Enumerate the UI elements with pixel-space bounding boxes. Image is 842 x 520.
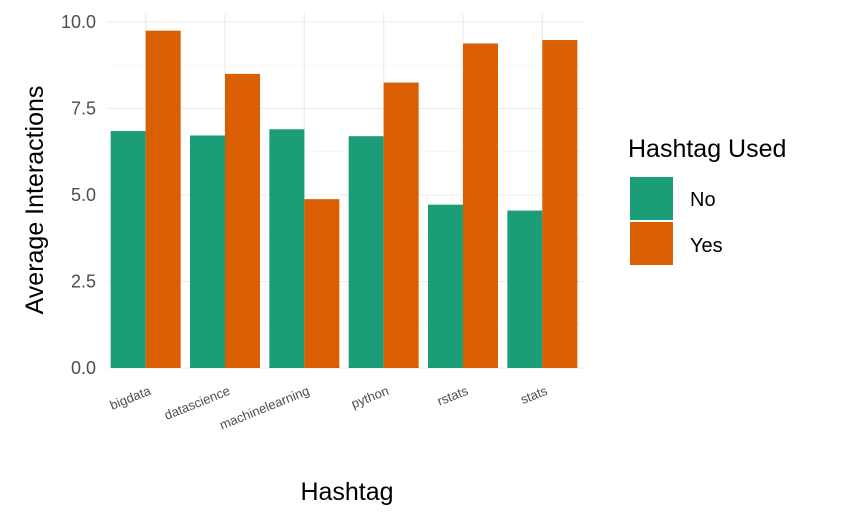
bar-no-stats <box>507 210 543 368</box>
bar-no-machinelearning <box>269 129 305 368</box>
x-axis-title: Hashtag <box>300 478 393 506</box>
bar-no-bigdata <box>110 130 146 368</box>
legend-title: Hashtag Used <box>628 135 786 163</box>
y-axis-title: Average Interactions <box>21 86 49 315</box>
legend-label-yes: Yes <box>690 235 723 257</box>
x-tick-label: bigdata <box>108 383 154 413</box>
legend-label-no: No <box>690 189 716 211</box>
y-axis-ticks: 0.0 2.5 5.0 7.5 10.0 <box>61 12 96 378</box>
bar-yes-stats <box>542 39 578 368</box>
bar-yes-datascience <box>225 73 260 369</box>
bars <box>110 30 578 369</box>
y-tick-label: 10.0 <box>61 12 96 32</box>
y-tick-label: 5.0 <box>71 185 96 205</box>
x-tick-label: stats <box>518 383 550 407</box>
legend-swatch-no <box>630 177 673 220</box>
bar-yes-rstats <box>463 43 498 369</box>
bar-yes-bigdata <box>145 30 181 369</box>
x-tick-label: machinelearning <box>217 383 311 433</box>
x-tick-label: rstats <box>435 383 471 409</box>
bar-no-python <box>348 136 384 368</box>
legend: Hashtag Used No Yes <box>628 135 786 265</box>
bar-yes-python <box>383 82 419 369</box>
y-tick-label: 2.5 <box>71 272 96 292</box>
y-tick-label: 7.5 <box>71 99 96 119</box>
legend-swatch-yes <box>630 222 673 265</box>
bar-no-datascience <box>190 135 225 368</box>
bar-no-rstats <box>428 204 463 368</box>
bar-yes-machinelearning <box>304 199 340 368</box>
y-tick-label: 0.0 <box>71 358 96 378</box>
x-tick-label: python <box>349 383 391 412</box>
